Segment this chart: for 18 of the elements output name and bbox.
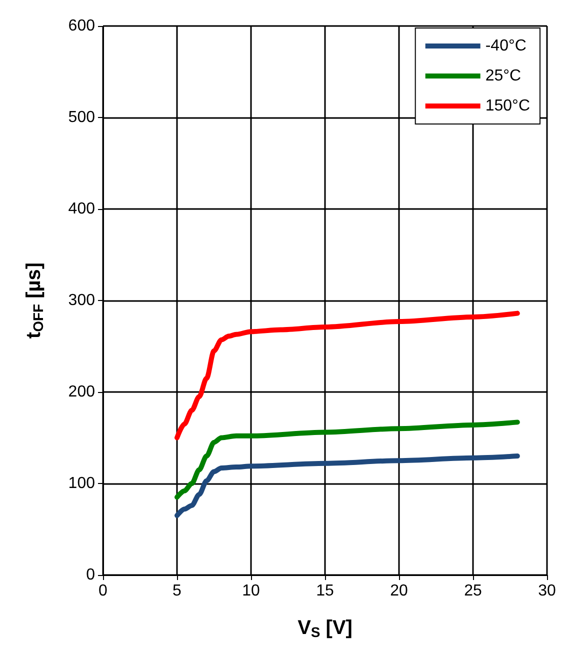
y-tick-label: 400 (68, 200, 96, 218)
x-tick-label: 30 (538, 582, 556, 600)
y-tick-label: 200 (68, 384, 96, 400)
legend-label: -40°C (485, 38, 526, 54)
y-tick-label: 0 (86, 566, 96, 584)
x-tick-label: 25 (464, 582, 482, 600)
y-tick-label: 300 (68, 292, 96, 309)
y-tick-label: 100 (68, 475, 96, 492)
x-tick-label: 0 (98, 582, 108, 600)
x-tick-label: 10 (242, 582, 260, 600)
y-tick-label: 500 (68, 109, 96, 126)
y-tick-label: 600 (68, 18, 96, 34)
legend-label: 150°C (485, 98, 530, 114)
y-axis-title: tOFF [µs] (23, 262, 46, 339)
x-tick-label: 15 (316, 582, 334, 600)
x-tick-label: 20 (390, 582, 408, 600)
x-tick-label: 5 (172, 582, 182, 600)
legend-label: 25°C (485, 68, 522, 84)
